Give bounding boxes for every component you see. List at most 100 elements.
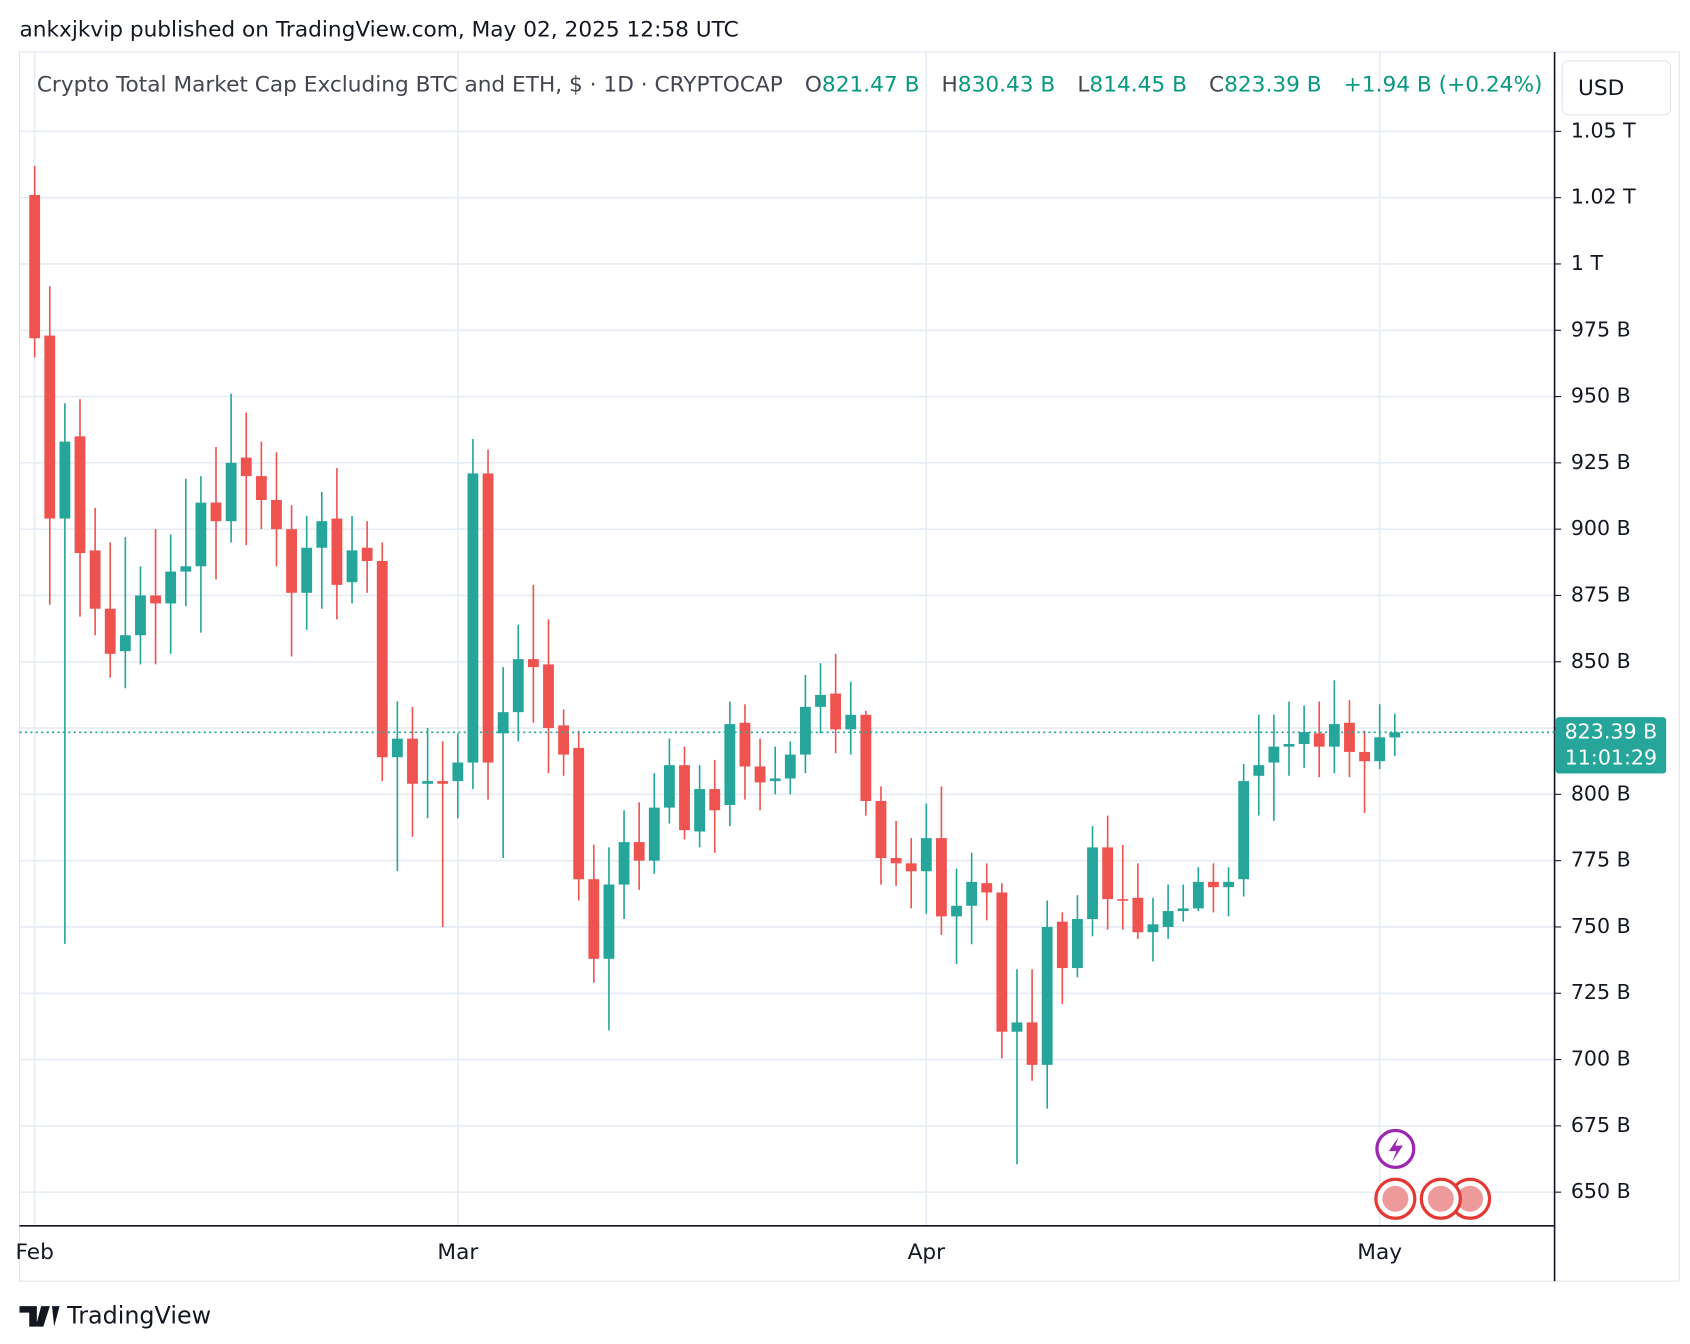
candle-body xyxy=(512,659,524,713)
candle-body xyxy=(815,694,826,707)
candle-body xyxy=(558,725,570,755)
candle-body xyxy=(543,664,554,729)
candle-body xyxy=(346,550,358,583)
candle-body xyxy=(74,436,86,554)
candle-body xyxy=(361,547,373,561)
candle-body xyxy=(240,457,252,477)
candle-body xyxy=(981,883,993,893)
candle-body xyxy=(1026,1022,1038,1065)
candle-body xyxy=(452,762,464,782)
candle-body xyxy=(1374,737,1386,762)
candle-body xyxy=(331,518,343,585)
candle-body xyxy=(497,712,509,734)
x-tick-label: May xyxy=(1357,1240,1402,1265)
legend-h: H xyxy=(942,73,958,98)
candle-body xyxy=(376,560,388,758)
current-price-box xyxy=(1555,717,1667,774)
candle-body xyxy=(467,473,479,763)
candle-body xyxy=(1162,911,1174,927)
candle-body xyxy=(437,781,449,784)
candle-body xyxy=(769,778,781,782)
candle-body xyxy=(316,521,328,548)
y-tick-label: 850 B xyxy=(1571,649,1631,673)
current-price-label: 823.39 B xyxy=(1565,719,1658,743)
y-tick-label: 925 B xyxy=(1571,450,1631,474)
candle-body xyxy=(1344,722,1355,752)
candle-body xyxy=(59,441,71,519)
candle-body xyxy=(1177,908,1189,912)
candle-body xyxy=(1298,732,1310,744)
candle-body xyxy=(1056,921,1068,969)
candle-body xyxy=(920,838,932,872)
candle-body xyxy=(104,608,116,654)
lightning xyxy=(1388,1136,1403,1162)
candle-body xyxy=(225,462,237,522)
candle-body xyxy=(679,765,690,831)
legend-o-value: 821.47 B xyxy=(822,73,920,98)
legend-h-value: 830.43 B xyxy=(958,73,1056,98)
x-tick-label: Feb xyxy=(15,1240,53,1265)
candle-body xyxy=(44,335,56,519)
legend: Crypto Total Market Cap Excluding BTC an… xyxy=(37,73,1543,98)
candle-body xyxy=(905,863,917,872)
candle-body xyxy=(89,550,101,609)
candle-body xyxy=(724,724,736,805)
candle-body xyxy=(1011,1022,1023,1032)
candle-body xyxy=(648,807,660,861)
candle-body xyxy=(739,722,751,767)
y-tick-label: 950 B xyxy=(1571,384,1631,408)
candle-body xyxy=(1238,781,1250,880)
flag xyxy=(1382,1185,1409,1212)
candle-body xyxy=(407,738,418,784)
candle-body xyxy=(1359,751,1370,762)
candle-body xyxy=(966,881,978,906)
candle-body xyxy=(391,738,403,758)
y-tick-label: 1.02 T xyxy=(1571,185,1636,209)
grid xyxy=(19,52,1555,1226)
currency-button[interactable] xyxy=(1561,60,1672,116)
y-tick-label: 700 B xyxy=(1571,1047,1631,1071)
candle-body xyxy=(784,754,796,779)
candle-body xyxy=(255,476,267,500)
candle-body xyxy=(1253,765,1265,776)
candle-body xyxy=(1192,881,1204,909)
candle-body xyxy=(618,842,630,885)
y-tick-label: 675 B xyxy=(1571,1113,1631,1137)
candle-body xyxy=(286,529,297,593)
currency[interactable]: USD xyxy=(1578,76,1624,101)
legend-l-value: 814.45 B xyxy=(1089,73,1187,98)
candle-body xyxy=(29,195,41,339)
candle-body xyxy=(694,789,706,832)
candle-body xyxy=(860,714,872,801)
candle-body xyxy=(271,499,282,530)
y-tick-label: 750 B xyxy=(1571,914,1631,938)
candle-body xyxy=(119,635,131,652)
y-tick-label: 800 B xyxy=(1571,781,1631,805)
y-tick-label: 875 B xyxy=(1571,582,1631,606)
candle-body xyxy=(588,879,600,959)
symbol-title: Crypto Total Market Cap Excluding BTC an… xyxy=(37,73,783,98)
candle-body xyxy=(603,884,615,959)
candle-body xyxy=(482,473,494,763)
candle-body xyxy=(996,892,1008,1032)
candle-body xyxy=(165,571,177,604)
chart-frame xyxy=(18,51,1680,1282)
event-icons xyxy=(1374,1128,1492,1220)
x-tick-label: Mar xyxy=(437,1240,478,1265)
y-tick-label: 775 B xyxy=(1571,848,1631,872)
brand: TradingView xyxy=(66,1301,211,1329)
legend-l: L xyxy=(1077,73,1089,98)
y-tick-label: 650 B xyxy=(1571,1179,1631,1203)
candle-body xyxy=(527,659,539,668)
flag xyxy=(1457,1185,1484,1212)
candle-body xyxy=(1147,924,1159,933)
candle-body xyxy=(1087,847,1098,920)
candle-body xyxy=(875,800,887,859)
candle-body xyxy=(754,766,766,783)
candle-body xyxy=(1102,847,1114,900)
candle-body xyxy=(180,566,192,572)
candle-body xyxy=(1072,919,1083,969)
y-tick-label: 1.05 T xyxy=(1571,118,1636,142)
